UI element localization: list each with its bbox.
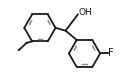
Text: F: F bbox=[108, 49, 114, 58]
Text: OH: OH bbox=[78, 8, 92, 17]
